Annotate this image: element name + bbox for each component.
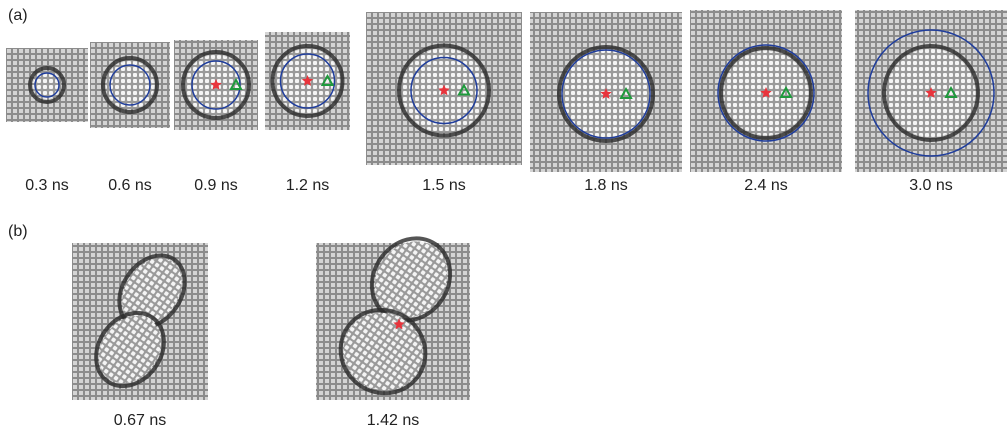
center-star [301, 75, 314, 86]
panel-label: (b) [8, 223, 28, 240]
marker-triangle [457, 83, 471, 96]
time-label: 0.3 ns [25, 177, 69, 194]
time-label: 3.0 ns [909, 177, 953, 194]
fit-circle [717, 44, 815, 142]
domain-rim [270, 44, 345, 118]
domain-rim [94, 310, 166, 389]
time-label: 0.67 ns [114, 412, 166, 429]
domain-rim [557, 45, 655, 143]
fit-circle [191, 60, 241, 110]
domain-rim [719, 46, 813, 140]
center-star [925, 87, 937, 98]
center-star [438, 84, 450, 96]
domain-rim [882, 44, 980, 142]
center-star [210, 79, 222, 90]
marker-triangle [320, 73, 335, 86]
marker-triangle [944, 85, 958, 98]
domain-rim [181, 50, 251, 120]
domain [122, 258, 182, 325]
marker-triangle [619, 86, 633, 99]
domain [33, 71, 61, 99]
panel-label: (a) [8, 7, 28, 24]
fit-circle [410, 56, 478, 125]
time-label: 1.42 ns [367, 412, 419, 429]
domain [343, 312, 423, 391]
domain [99, 315, 161, 384]
time-label: 2.4 ns [744, 177, 788, 194]
center-star [760, 87, 772, 98]
domain-rim [101, 56, 159, 114]
fit-circle [561, 49, 651, 139]
time-label: 0.9 ns [194, 177, 238, 194]
center-star [393, 318, 405, 330]
time-label: 0.6 ns [108, 177, 152, 194]
fit-circle [109, 64, 151, 106]
snapshots: 0.3 ns 0.6 ns 0.9 ns 1.2 ns 1.5 ns 1.8 ns 2.4 … [6, 10, 1007, 429]
domain [106, 61, 154, 109]
marker-triangle [229, 77, 243, 90]
domain-rim [338, 307, 428, 396]
time-label: 1.2 ns [286, 177, 330, 194]
fit-circle [867, 29, 995, 157]
fit-circle [34, 72, 60, 98]
time-label: 1.5 ns [422, 177, 466, 194]
domain-rim [397, 43, 491, 138]
time-label: 1.8 ns [584, 177, 628, 194]
marker-triangle [779, 85, 793, 98]
center-star [600, 88, 612, 99]
domain-rim [28, 66, 66, 104]
domain [374, 241, 448, 318]
fit-circle [279, 53, 336, 109]
